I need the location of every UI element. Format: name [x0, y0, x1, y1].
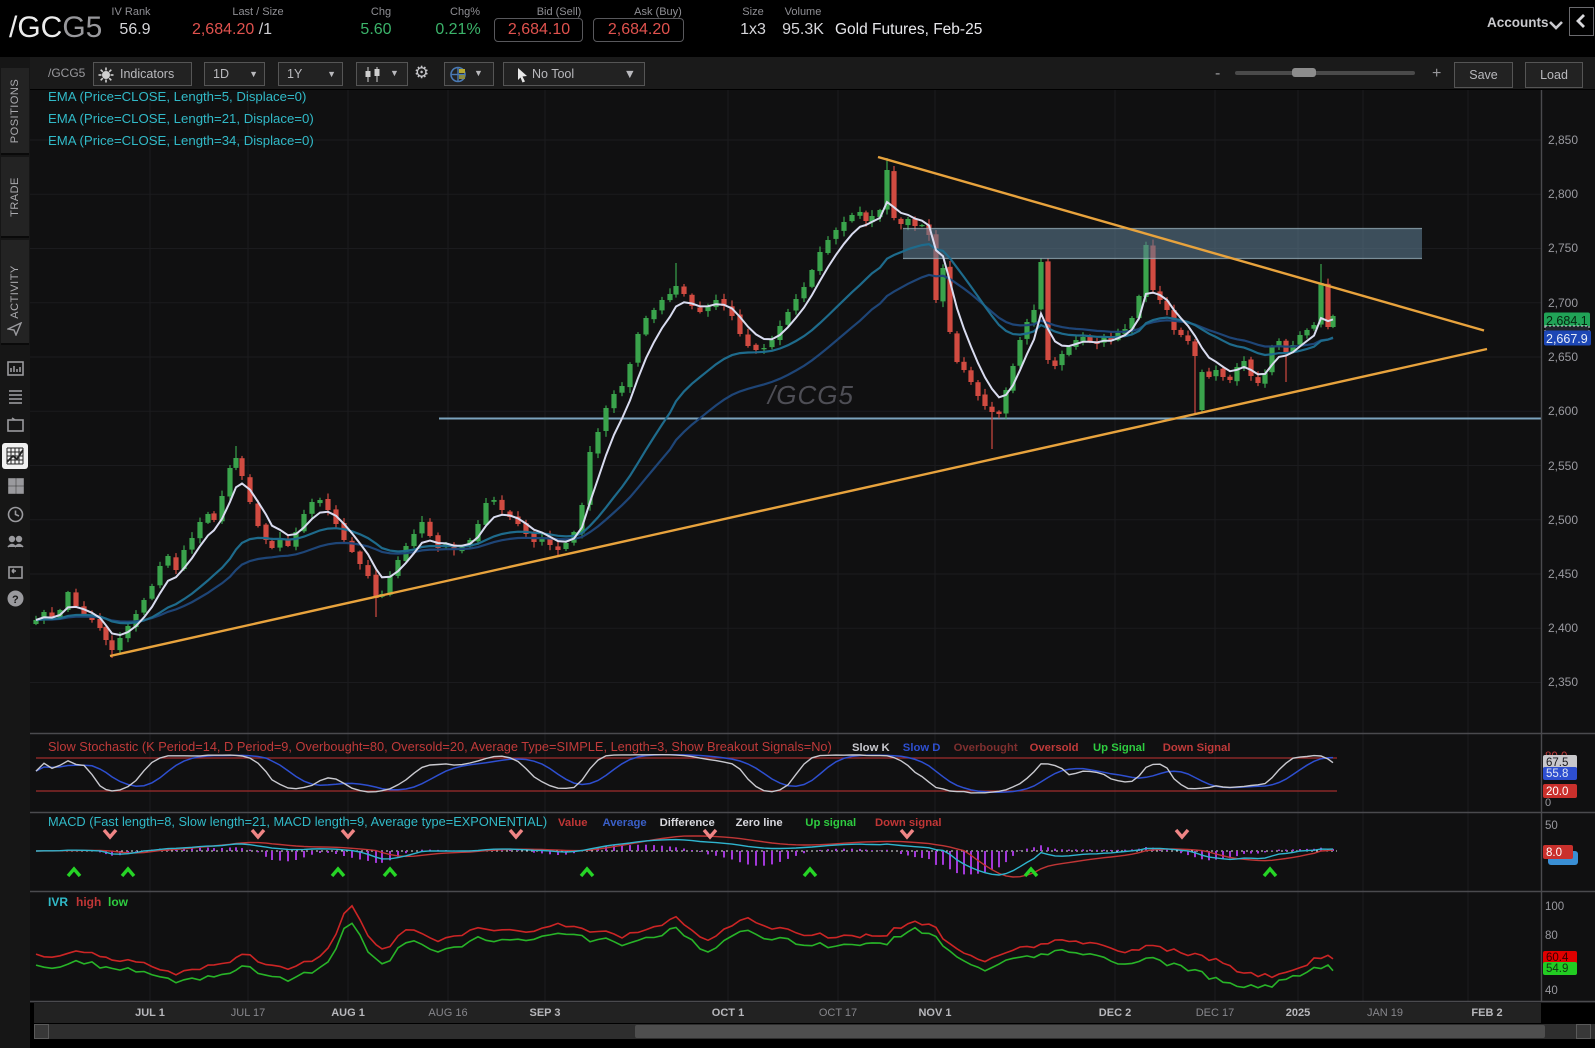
svg-text:?: ? — [12, 594, 19, 606]
svg-text:2,500: 2,500 — [1548, 513, 1578, 527]
svg-text:Zero line: Zero line — [736, 817, 783, 829]
svg-text:EMA (Price=CLOSE, Length=34, D: EMA (Price=CLOSE, Length=34, Displace=0) — [48, 133, 314, 148]
svg-text:2,667.9: 2,667.9 — [1546, 332, 1588, 346]
svg-text:Slow Stochastic (K Period=14,: Slow Stochastic (K Period=14, D Period=9… — [48, 739, 832, 754]
svg-text:Down signal: Down signal — [875, 817, 942, 829]
svg-text:2,800: 2,800 — [1548, 187, 1578, 201]
svg-text:2,450: 2,450 — [1548, 567, 1578, 581]
svg-text:Slow K: Slow K — [852, 742, 890, 754]
svg-text:2,550: 2,550 — [1548, 459, 1578, 473]
svg-text:Down Signal: Down Signal — [1163, 742, 1231, 754]
svg-text:0: 0 — [1545, 797, 1551, 809]
svg-text:EMA (Price=CLOSE, Length=5, Di: EMA (Price=CLOSE, Length=5, Displace=0) — [48, 90, 306, 104]
svg-text:2,700: 2,700 — [1548, 296, 1578, 310]
svg-text:2,350: 2,350 — [1548, 675, 1578, 689]
svg-text:100: 100 — [1545, 901, 1564, 913]
svg-text:/GCG5: /GCG5 — [766, 380, 854, 410]
svg-text:MACD (Fast length=8, Slow leng: MACD (Fast length=8, Slow length=21, MAC… — [48, 814, 547, 829]
svg-text:Oversold: Oversold — [1030, 742, 1079, 754]
svg-text:40: 40 — [1545, 985, 1558, 997]
svg-text:2,400: 2,400 — [1548, 621, 1578, 635]
svg-text:2,850: 2,850 — [1548, 133, 1578, 147]
svg-text:8.0: 8.0 — [1546, 847, 1562, 859]
svg-text:2,684.1: 2,684.1 — [1546, 314, 1588, 328]
svg-text:2,600: 2,600 — [1548, 404, 1578, 418]
svg-text:EMA (Price=CLOSE, Length=21, D: EMA (Price=CLOSE, Length=21, Displace=0) — [48, 111, 314, 126]
svg-text:Slow D: Slow D — [903, 742, 941, 754]
svg-text:54.9: 54.9 — [1546, 963, 1568, 975]
svg-text:Difference: Difference — [660, 817, 715, 829]
svg-text:67.5: 67.5 — [1546, 757, 1568, 769]
svg-text:IVR: IVR — [48, 895, 68, 909]
svg-text:55.8: 55.8 — [1546, 768, 1568, 780]
svg-text:low: low — [108, 895, 129, 909]
svg-text:Up Signal: Up Signal — [1093, 742, 1145, 754]
svg-text:20.0: 20.0 — [1546, 786, 1568, 798]
svg-text:Value: Value — [558, 817, 588, 829]
svg-text:50: 50 — [1545, 820, 1558, 832]
svg-text:2,650: 2,650 — [1548, 350, 1578, 364]
svg-text:Overbought: Overbought — [954, 742, 1018, 754]
svg-text:Average: Average — [603, 817, 647, 829]
svg-text:Up signal: Up signal — [805, 817, 856, 829]
svg-text:high: high — [76, 895, 101, 909]
svg-text:80: 80 — [1545, 930, 1558, 942]
svg-text:2,750: 2,750 — [1548, 241, 1578, 255]
svg-text:60.4: 60.4 — [1546, 952, 1569, 964]
